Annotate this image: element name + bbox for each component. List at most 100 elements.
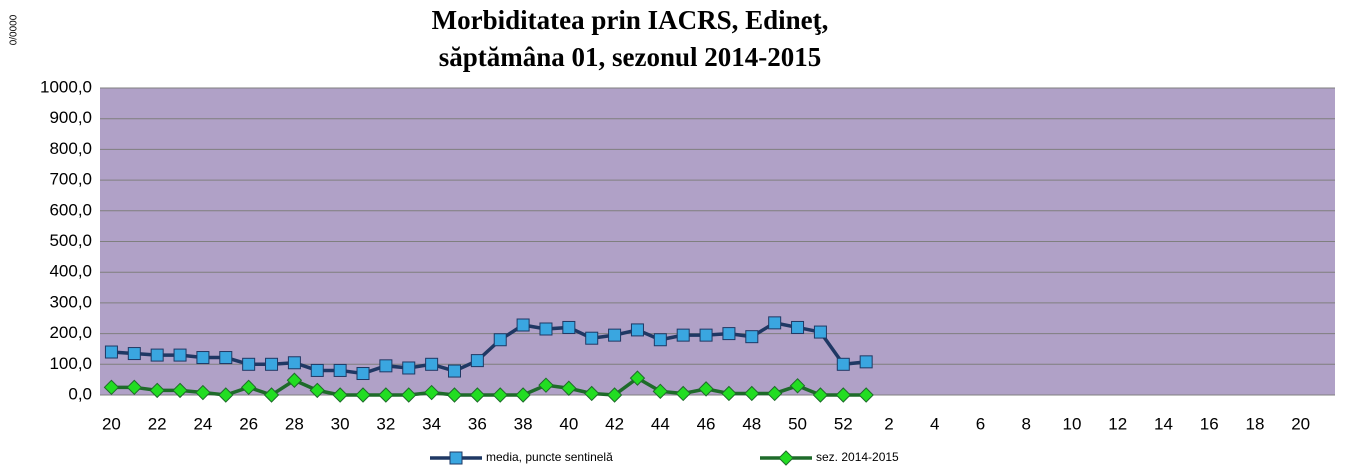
x-tick-label: 24 [193, 414, 212, 433]
x-tick-label: 12 [1108, 414, 1127, 433]
legend-marker [778, 450, 794, 466]
data-point [103, 379, 120, 396]
legend-marker [449, 451, 463, 465]
legend-label: media, puncte sentinelă [486, 450, 613, 464]
data-point [768, 316, 782, 330]
y-tick-label: 300,0 [49, 292, 92, 311]
x-tick-label: 48 [742, 414, 761, 433]
data-point [676, 328, 690, 342]
data-point [104, 345, 118, 359]
x-tick-label: 14 [1154, 414, 1173, 433]
data-point [423, 384, 440, 401]
data-point [150, 348, 164, 362]
x-tick-label: 30 [331, 414, 350, 433]
x-tick-label: 22 [148, 414, 167, 433]
data-point [332, 387, 348, 403]
y-tick-label: 500,0 [49, 231, 92, 250]
chart-title: săptămâna 01, sezonul 2014-2015 [439, 42, 822, 72]
data-point [629, 370, 646, 386]
data-point [721, 385, 737, 402]
y-tick-label: 600,0 [49, 200, 92, 219]
data-point [516, 318, 530, 332]
data-point [333, 363, 347, 377]
data-point [126, 379, 143, 396]
data-point [219, 351, 233, 365]
data-point [812, 387, 829, 403]
x-tick-label: 50 [788, 414, 807, 433]
x-tick-label: 20 [1291, 414, 1310, 433]
data-point [218, 387, 234, 403]
data-point [447, 364, 461, 378]
x-tick-label: 44 [651, 414, 670, 433]
x-tick-label: 20 [102, 414, 121, 433]
x-tick-label: 38 [514, 414, 533, 433]
x-tick-label: 10 [1063, 414, 1082, 433]
legend-label: sez. 2014-2015 [816, 450, 899, 464]
data-point [195, 384, 211, 401]
data-point [539, 322, 553, 336]
data-point [356, 367, 370, 381]
x-tick-label: 6 [976, 414, 985, 433]
data-point [653, 333, 667, 347]
data-point [446, 387, 463, 403]
data-point [698, 381, 714, 397]
data-point [859, 355, 873, 369]
x-tick-label: 40 [559, 414, 578, 433]
data-point [401, 387, 417, 403]
data-point [835, 387, 851, 403]
y-tick-label: 800,0 [49, 139, 92, 158]
data-point [379, 359, 393, 373]
x-tick-label: 34 [422, 414, 441, 433]
data-point [287, 356, 301, 370]
data-point [286, 372, 303, 388]
data-point [469, 387, 486, 403]
y-tick-label: 100,0 [49, 354, 92, 373]
x-tick-label: 2 [884, 414, 893, 433]
data-point [766, 385, 783, 402]
data-point [355, 387, 371, 403]
y-tick-label: 900,0 [49, 108, 92, 127]
x-tick-label: 28 [285, 414, 304, 433]
x-tick-label: 42 [605, 414, 624, 433]
x-tick-label: 8 [1022, 414, 1031, 433]
data-point [836, 357, 850, 371]
data-point [492, 387, 508, 403]
data-point [561, 380, 577, 396]
data-point [538, 377, 554, 393]
series-line [111, 376, 867, 397]
data-point [310, 363, 324, 377]
y-tick-label: 1000,0 [40, 77, 92, 96]
data-point [172, 382, 188, 399]
data-point [652, 383, 669, 400]
x-tick-label: 32 [376, 414, 395, 433]
data-point [789, 378, 806, 394]
data-point [515, 387, 531, 403]
data-point [584, 385, 600, 402]
data-point [606, 387, 623, 403]
x-tick-label: 52 [834, 414, 853, 433]
data-point [378, 387, 394, 403]
x-tick-label: 36 [468, 414, 487, 433]
x-tick-label: 16 [1200, 414, 1219, 433]
y-tick-label: 700,0 [49, 170, 92, 189]
data-point [127, 347, 141, 361]
chart-title: Morbiditatea prin IACRS, Edineţ, [432, 5, 829, 35]
data-point [722, 327, 736, 341]
data-point [608, 328, 622, 342]
data-point [309, 382, 325, 399]
data-point [791, 320, 805, 334]
data-point [402, 361, 416, 375]
data-point [630, 323, 644, 337]
data-point [470, 354, 484, 368]
data-point [585, 331, 599, 345]
y-tick-label: 400,0 [49, 262, 92, 281]
data-point [744, 385, 760, 402]
data-point [240, 379, 257, 396]
data-point [699, 328, 713, 342]
data-point [242, 357, 256, 371]
data-point [675, 385, 691, 402]
y-axis-label: 0/0000 [9, 14, 20, 45]
data-point [858, 387, 874, 403]
data-point [265, 357, 279, 371]
